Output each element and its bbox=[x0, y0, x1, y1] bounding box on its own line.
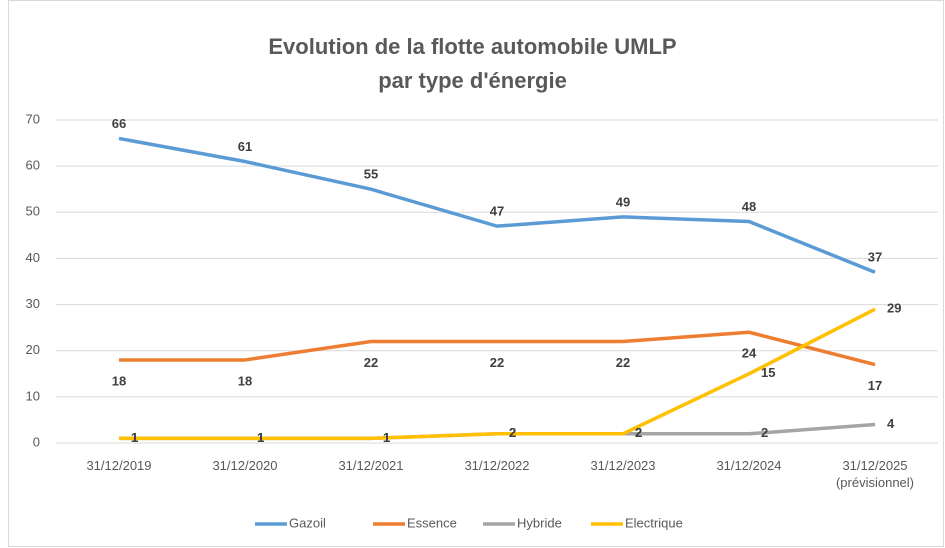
data-label: 24 bbox=[742, 346, 757, 361]
x-tick-label: 31/12/2024 bbox=[716, 458, 782, 473]
series-line bbox=[118, 136, 876, 274]
x-tick-label: 31/12/2021 bbox=[338, 458, 404, 473]
data-label: 2 bbox=[635, 425, 642, 440]
chart-border bbox=[8, 0, 944, 547]
data-label: 61 bbox=[238, 139, 252, 154]
data-label: 1 bbox=[383, 430, 390, 445]
x-tick-label: 31/12/2025 (prévisionnel) bbox=[835, 458, 915, 490]
data-label: 18 bbox=[112, 373, 126, 388]
y-tick-label: 60 bbox=[26, 158, 40, 173]
series-line bbox=[119, 330, 876, 367]
series-line bbox=[119, 307, 876, 441]
x-tick-label: 31/12/2023 bbox=[590, 458, 656, 473]
data-label: 2 bbox=[761, 425, 768, 440]
data-label: 2 bbox=[635, 425, 642, 440]
data-label: 1 bbox=[131, 430, 138, 445]
x-tick-label: 31/12/2022 bbox=[464, 458, 530, 473]
y-tick-label: 10 bbox=[26, 388, 40, 403]
data-label: 2 bbox=[509, 425, 516, 440]
data-label: 37 bbox=[868, 250, 882, 265]
data-label: 2 bbox=[509, 425, 516, 440]
data-label: 22 bbox=[490, 355, 504, 370]
data-label: 1 bbox=[383, 430, 390, 445]
legend-label: Hybride bbox=[517, 515, 562, 530]
data-label: 22 bbox=[364, 355, 378, 370]
data-label: 49 bbox=[616, 194, 630, 209]
y-tick-label: 50 bbox=[26, 204, 40, 219]
data-label: 47 bbox=[490, 204, 504, 219]
legend-label: Essence bbox=[407, 515, 457, 530]
y-tick-label: 40 bbox=[26, 250, 40, 265]
chart-title: Evolution de la flotte automobile UMLP p… bbox=[268, 34, 677, 93]
data-label: 1 bbox=[257, 430, 264, 445]
data-label: 29 bbox=[887, 301, 901, 316]
y-tick-label: 70 bbox=[26, 111, 40, 126]
data-label: 66 bbox=[112, 116, 126, 131]
data-label: 1 bbox=[257, 430, 264, 445]
data-label: 18 bbox=[238, 373, 252, 388]
data-label: 48 bbox=[742, 199, 756, 214]
data-label: 1 bbox=[131, 430, 138, 445]
data-label: 4 bbox=[887, 416, 895, 431]
data-label: 55 bbox=[364, 167, 378, 182]
legend-label: Electrique bbox=[625, 515, 683, 530]
data-label: 22 bbox=[616, 355, 630, 370]
y-tick-label: 0 bbox=[33, 434, 40, 449]
legend-label: Gazoil bbox=[289, 515, 326, 530]
data-label: 15 bbox=[761, 365, 775, 380]
x-tick-label: 31/12/2019 bbox=[86, 458, 152, 473]
y-tick-label: 30 bbox=[26, 296, 40, 311]
x-tick-label: 31/12/2020 bbox=[212, 458, 278, 473]
data-label: 17 bbox=[868, 378, 882, 393]
y-tick-label: 20 bbox=[26, 342, 40, 357]
